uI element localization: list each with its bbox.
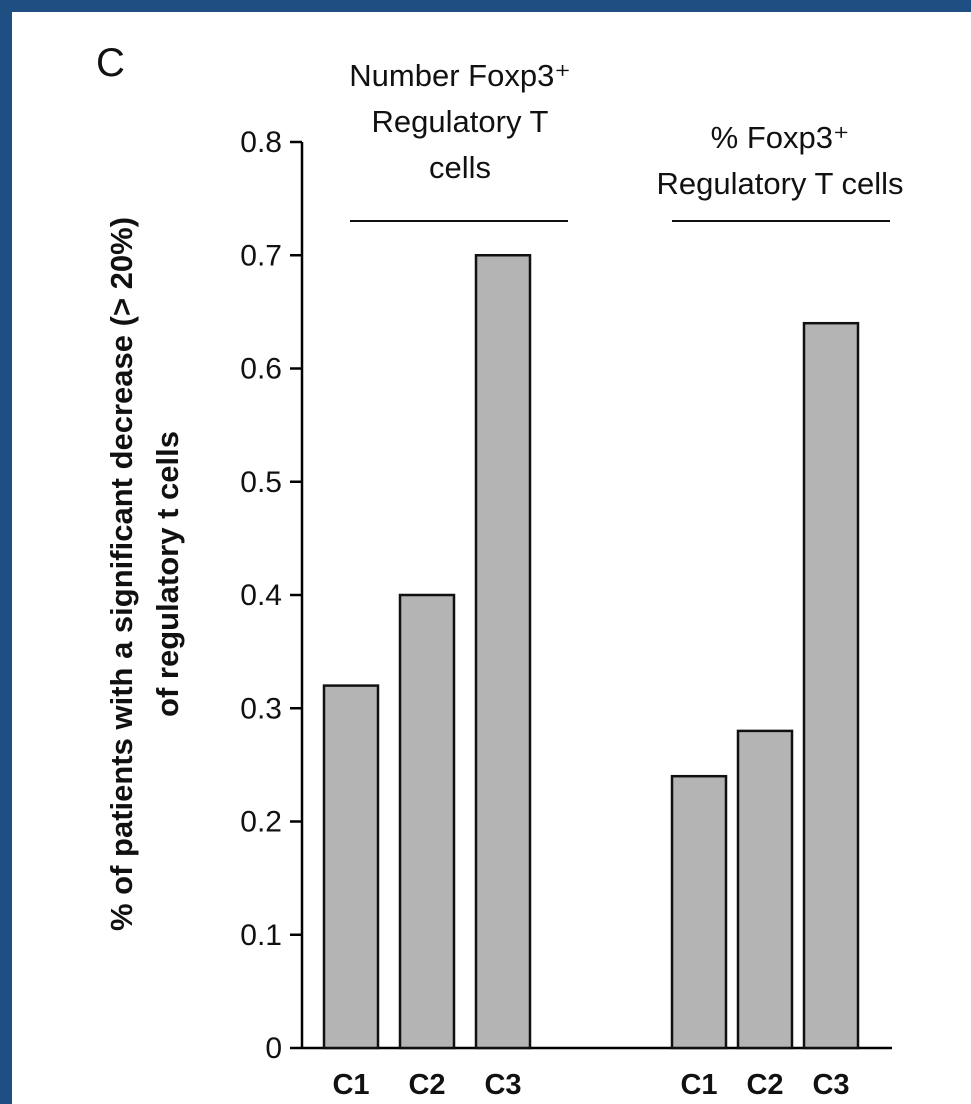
y-axis-label-line-1: % of patients with a significant decreas… [104,217,139,931]
group-2-title-line-2: Regulatory T cells [657,166,904,201]
category-label: C3 [812,1069,849,1101]
category-label: C3 [484,1069,521,1101]
y-axis-label: % of patients with a significant decreas… [104,217,185,931]
group-1-title-line-3: cells [429,150,491,185]
y-tick-label: 0.8 [240,126,282,159]
y-tick-label: 0.5 [240,466,282,499]
bar-group2-C1 [670,774,728,1050]
bar-group1-C1 [322,684,380,1050]
bar-group2-C3 [802,321,860,1050]
bars [322,254,860,1050]
y-tick-label: 0.7 [240,239,282,272]
bar-group1-C3 [474,254,532,1050]
category-label: C1 [680,1069,717,1101]
category-label: C2 [408,1069,445,1101]
y-tick-label: 0.4 [240,579,282,612]
bar-group2-C2 [736,729,794,1050]
group-titles: Number Foxp3⁺ Regulatory T cells % Foxp3… [349,58,904,222]
category-label: C1 [332,1069,369,1101]
category-label: C2 [746,1069,783,1101]
panel-label: C [96,41,125,85]
group-1-title-line-2: Regulatory T [372,104,549,139]
category-labels: C1 C2 C3 C1 C2 C3 [332,1069,849,1101]
group-1-title-line-1: Number Foxp3⁺ [349,58,570,93]
y-tick-label: 0.6 [240,353,282,386]
y-tick-label: 0.1 [240,919,282,952]
y-axis-label-line-2: of regulatory t cells [150,431,185,717]
figure-panel: C % of patients with a significant decre… [12,12,971,1104]
group-2-title-line-1: % Foxp3⁺ [711,120,850,155]
bar-chart: C % of patients with a significant decre… [96,41,904,1101]
axes: 0 0.1 0.2 0.3 0.4 0.5 0.6 0.7 0.8 [240,126,892,1065]
y-tick-label: 0 [265,1032,282,1065]
y-tick-label: 0.3 [240,692,282,725]
y-tick-label: 0.2 [240,806,282,839]
bar-group1-C2 [398,593,456,1050]
